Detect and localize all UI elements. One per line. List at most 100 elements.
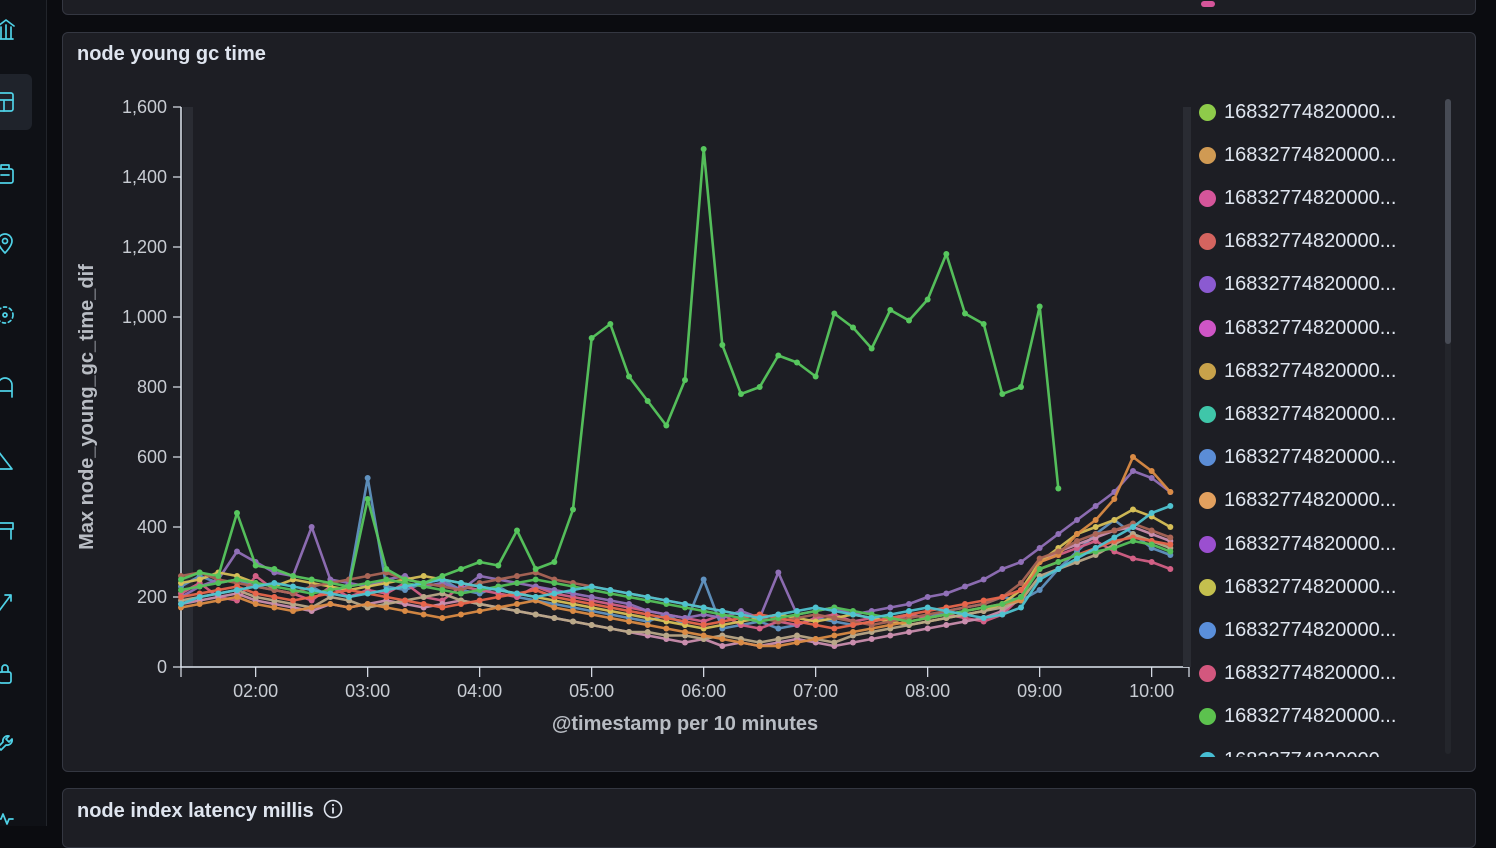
data-point: [1148, 527, 1155, 534]
legend-item[interactable]: 16832774820000...: [1199, 270, 1396, 300]
data-point: [1036, 587, 1043, 593]
index-latency-panel: node index latency millis: [62, 788, 1476, 848]
nav-building[interactable]: [0, 146, 32, 202]
data-point: [1055, 566, 1062, 572]
data-point: [626, 590, 632, 597]
legend-label: 16832774820000...: [1224, 359, 1397, 382]
legend-item[interactable]: 16832774820000...: [1199, 140, 1396, 170]
data-point: [346, 604, 352, 611]
nav-metrics[interactable]: [0, 574, 32, 630]
legend-item[interactable]: 16832774820000...: [1199, 529, 1396, 559]
nav-bank[interactable]: [0, 0, 32, 56]
legend-item[interactable]: 16832774820000...: [1199, 399, 1396, 429]
data-point: [476, 573, 483, 579]
data-point: [383, 594, 390, 600]
data-point: [831, 639, 838, 646]
data-point: [1130, 524, 1136, 530]
data-point: [196, 601, 203, 607]
legend-scroll-track[interactable]: [1445, 99, 1451, 754]
legend-label: 16832774820000...: [1224, 575, 1397, 598]
data-point: [551, 590, 558, 597]
data-point: [402, 583, 408, 590]
nav-lock[interactable]: [0, 718, 32, 774]
legend-scrollbar[interactable]: [1445, 99, 1451, 344]
data-point: [196, 594, 203, 600]
data-point: [775, 625, 782, 632]
legend-item[interactable]: 16832774820000...: [1199, 702, 1396, 732]
nav-canvas[interactable]: [0, 432, 32, 488]
legend-item[interactable]: 16832774820000...: [1199, 572, 1396, 602]
data-point: [980, 597, 987, 604]
young-gc-chart: 0 200 400 600 800 1,000 1,200 1,400 1,600 02:00 03…: [76, 97, 1191, 735]
data-point: [980, 576, 987, 583]
data-point: [495, 587, 502, 593]
data-point: [831, 625, 838, 632]
data-point: [775, 352, 782, 359]
legend-item[interactable]: 16832774820000...: [1199, 97, 1396, 127]
data-point: [215, 580, 222, 586]
nav-uptime[interactable]: [0, 646, 32, 702]
data-point: [495, 594, 502, 600]
data-point: [308, 524, 315, 530]
nav-graph[interactable]: [0, 360, 32, 416]
nav-map-pin[interactable]: [0, 216, 32, 272]
legend-item[interactable]: 16832774820000...: [1199, 745, 1396, 757]
y-tick-label: 1,600: [122, 97, 167, 117]
legend-item[interactable]: 16832774820000...: [1199, 615, 1396, 645]
data-point: [196, 576, 203, 583]
data-point: [719, 636, 726, 642]
young-gc-panel: node young gc time 0 200 400 600 800 1,000 1,2…: [62, 32, 1476, 772]
legend-label: 16832774820000...: [1224, 230, 1397, 253]
data-point: [738, 611, 744, 618]
nav-dashboard[interactable]: [0, 74, 32, 130]
data-point: [756, 643, 763, 649]
nav-wrench[interactable]: [0, 790, 32, 846]
y-tick-label: 1,000: [122, 307, 167, 327]
data-point: [700, 604, 707, 611]
legend-item[interactable]: 16832774820000...: [1199, 227, 1396, 257]
data-point: [1111, 545, 1118, 551]
data-point: [1018, 594, 1024, 600]
data-point: [1092, 531, 1099, 537]
data-point: [1148, 468, 1155, 474]
data-point: [663, 597, 670, 604]
data-point: [196, 583, 203, 590]
data-point: [644, 611, 651, 618]
data-point: [700, 632, 707, 639]
data-point: [850, 611, 856, 618]
data-point: [999, 391, 1006, 397]
data-point: [495, 576, 502, 583]
data-point: [775, 643, 782, 649]
info-icon[interactable]: [323, 799, 343, 825]
legend-item[interactable]: 16832774820000...: [1199, 486, 1396, 516]
legend-item[interactable]: 16832774820000...: [1199, 356, 1396, 386]
data-point: [794, 632, 800, 639]
x-tick-label: 06:00: [681, 681, 726, 701]
legend-label: 16832774820000...: [1224, 618, 1397, 641]
legend-item[interactable]: 16832774820000...: [1199, 443, 1396, 473]
data-point: [1055, 485, 1062, 492]
data-point: [812, 373, 819, 380]
ml-icon: [0, 306, 14, 324]
data-point: [906, 629, 912, 635]
data-point: [570, 597, 576, 604]
series-line: [180, 469, 1172, 620]
legend-item[interactable]: 16832774820000...: [1199, 659, 1396, 689]
legend-item[interactable]: 16832774820000...: [1199, 313, 1396, 343]
legend-label: 16832774820000...: [1224, 446, 1397, 469]
legend-color-dot: [1199, 362, 1216, 380]
data-point: [1130, 454, 1136, 460]
data-point: [906, 601, 912, 607]
y-tick-label: 800: [137, 377, 167, 397]
data-point: [607, 615, 614, 621]
nav-log[interactable]: [0, 502, 32, 558]
data-point: [588, 594, 595, 600]
y-tick-label: 600: [137, 447, 167, 467]
data-point: [1130, 555, 1136, 562]
nav-ml[interactable]: [0, 288, 32, 344]
data-point: [178, 601, 184, 607]
legend-color-dot: [1199, 449, 1216, 467]
data-point: [234, 510, 240, 516]
legend-item[interactable]: 16832774820000...: [1199, 183, 1396, 213]
plot-right-band: [1183, 107, 1191, 667]
